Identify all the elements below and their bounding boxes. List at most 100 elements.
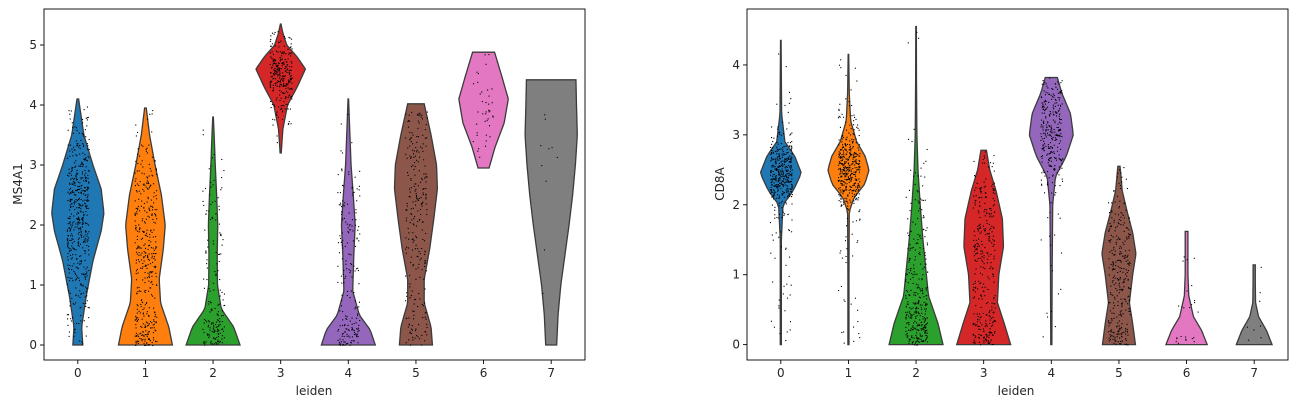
ms4a1-point — [82, 285, 84, 287]
cd8a-point — [987, 341, 989, 343]
ms4a1-point — [420, 116, 422, 118]
cd8a-point — [777, 126, 779, 128]
ms4a1-violin-2 — [185, 116, 241, 346]
ms4a1-point — [202, 200, 204, 202]
cd8a-point — [1110, 263, 1112, 266]
ms4a1-point — [353, 322, 355, 325]
cd8a-point — [858, 210, 860, 212]
cd8a-point — [926, 341, 929, 343]
ms4a1-point — [77, 224, 79, 226]
cd8a-point — [1053, 152, 1055, 155]
cd8a-point — [1048, 157, 1050, 159]
ms4a1-point — [276, 73, 278, 75]
ms4a1-point — [210, 186, 212, 188]
ms4a1-axes-frame — [43, 8, 586, 361]
cd8a-point — [908, 340, 910, 342]
cd8a-point — [774, 158, 777, 160]
cd8a-point — [1055, 83, 1057, 85]
ms4a1-point — [66, 314, 68, 316]
ms4a1-point — [79, 203, 81, 205]
cd8a-point — [848, 159, 850, 161]
ms4a1-point — [279, 60, 281, 62]
ms4a1-point — [77, 173, 79, 175]
cd8a-point — [770, 160, 772, 162]
cd8a-point — [993, 227, 995, 229]
cd8a-point — [776, 158, 778, 160]
ms4a1-point — [151, 131, 153, 133]
ms4a1-point — [417, 210, 419, 212]
ms4a1-point — [86, 117, 88, 119]
cd8a-point — [974, 175, 976, 177]
cd8a-point — [1115, 261, 1117, 263]
cd8a-point — [1047, 153, 1049, 155]
cd8a-point — [782, 180, 784, 182]
cd8a-point — [1128, 249, 1130, 251]
ms4a1-point — [79, 243, 82, 245]
ms4a1-point — [416, 151, 418, 153]
cd8a-point — [852, 158, 854, 160]
ms4a1-point — [153, 266, 155, 268]
ms4a1-point — [425, 188, 427, 190]
cd8a-point — [1259, 292, 1261, 294]
cd8a-point — [839, 187, 841, 189]
cd8a-point — [771, 191, 773, 193]
ms4a1-point — [409, 286, 411, 288]
ms4a1-point — [153, 307, 155, 309]
ms4a1-point — [85, 176, 87, 179]
ms4a1-point — [67, 217, 69, 219]
cd8a-point — [920, 175, 922, 177]
cd8a-point — [1043, 147, 1045, 149]
ms4a1-point — [136, 320, 138, 323]
cd8a-point — [791, 132, 793, 134]
ms4a1-point — [277, 75, 279, 77]
cd8a-point — [1050, 135, 1052, 137]
ms4a1-point — [355, 212, 357, 214]
cd8a-point — [1060, 133, 1062, 135]
cd8a-point — [1050, 146, 1052, 148]
ms4a1-point — [148, 323, 150, 325]
cd8a-point — [1108, 320, 1110, 322]
ms4a1-point — [71, 257, 73, 259]
ms4a1-point — [285, 70, 287, 72]
cd8a-point — [905, 315, 907, 317]
ms4a1-violin-body-4 — [320, 98, 377, 346]
ms4a1-point — [279, 83, 281, 85]
cd8a-point — [1120, 216, 1122, 218]
ms4a1-point — [342, 219, 344, 221]
cd8a-point — [1118, 320, 1120, 322]
cd8a-point — [850, 128, 852, 130]
cd8a-point — [771, 182, 773, 184]
cd8a-point — [844, 148, 846, 150]
cd8a-point — [844, 189, 846, 191]
ms4a1-point — [155, 169, 158, 171]
ms4a1-point — [154, 160, 156, 162]
cd8a-point — [786, 128, 788, 130]
ms4a1-point — [290, 55, 292, 57]
cd8a-point — [1053, 144, 1055, 146]
cd8a-point — [849, 146, 851, 149]
ms4a1-point — [66, 174, 69, 176]
cd8a-point — [1128, 261, 1131, 263]
cd8a-point — [1126, 275, 1128, 277]
ms4a1-point — [285, 103, 287, 105]
cd8a-point — [778, 154, 780, 156]
ms4a1-point — [142, 145, 144, 147]
cd8a-point — [991, 325, 993, 327]
cd8a-point — [780, 202, 782, 204]
ms4a1-point — [421, 344, 423, 346]
cd8a-point — [914, 256, 916, 258]
cd8a-point — [790, 149, 792, 151]
cd8a-point — [1115, 243, 1118, 245]
cd8a-point — [910, 230, 912, 232]
ms4a1-point — [276, 114, 278, 116]
cd8a-point — [918, 253, 920, 255]
cd8a-point — [790, 145, 792, 147]
ms4a1-point — [136, 213, 138, 215]
ms4a1-point — [281, 52, 283, 54]
cd8a-point — [1122, 282, 1124, 284]
cd8a-point — [776, 186, 778, 188]
ms4a1-point — [340, 341, 342, 343]
ms4a1-point — [84, 273, 86, 275]
cd8a-point — [771, 152, 773, 154]
cd8a-point — [857, 190, 859, 192]
